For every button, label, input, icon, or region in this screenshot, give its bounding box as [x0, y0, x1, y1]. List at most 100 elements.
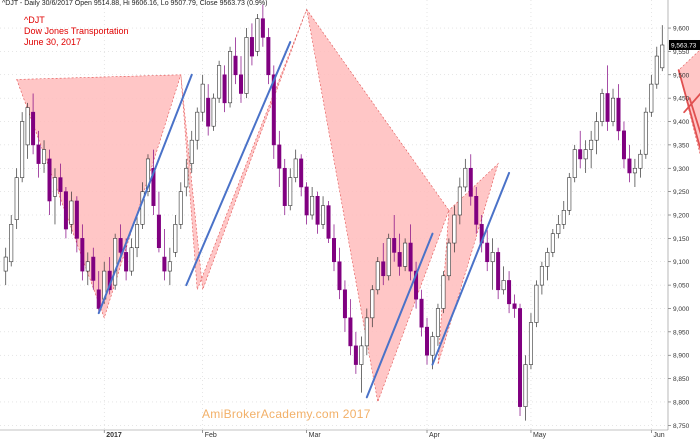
candle-body-58	[321, 205, 326, 225]
red-line-1	[677, 69, 700, 151]
y-tick-label-9400: 9,400	[673, 119, 690, 126]
candle-body-77	[425, 326, 430, 356]
y-tick-label-9250: 9,250	[673, 189, 690, 196]
candle-body-55	[304, 186, 309, 216]
candle-body-120	[660, 44, 665, 69]
candle-body-29	[162, 256, 167, 272]
candle-body-98	[539, 266, 544, 286]
candle-body-111	[611, 97, 616, 122]
x-tick-label-Apr: Apr	[429, 432, 441, 439]
y-tick-label-8750: 8,750	[673, 423, 690, 430]
candle-body-65	[359, 345, 364, 365]
candle-body-112	[616, 97, 621, 132]
candle-body-96	[528, 322, 533, 365]
candle-body-62	[342, 289, 347, 319]
candle-body-90	[496, 252, 501, 291]
candle-body-63	[348, 317, 353, 347]
candle-body-95	[523, 364, 528, 407]
candle-body-93	[512, 303, 517, 309]
candle-body-82	[452, 214, 457, 244]
candle-body-85	[468, 167, 473, 197]
last-price-tag	[669, 39, 700, 50]
candle-body-114	[627, 158, 632, 174]
candle-body-60	[332, 238, 336, 263]
candle-body-16	[91, 256, 96, 281]
candle-body-107	[589, 139, 594, 150]
candle-body-40	[222, 74, 227, 104]
watermark: AmiBrokerAcademy.com 2017	[202, 407, 371, 421]
x-axis: 2017 Feb Mar Apr May Jun	[0, 429, 668, 439]
index-name-title: Dow Jones Transportation	[24, 26, 129, 36]
y-tick-label-9150: 9,150	[673, 236, 690, 243]
candle-body-74	[408, 242, 413, 272]
candle-body-36	[200, 83, 205, 113]
y-tick-label-9600: 9,600	[673, 26, 690, 33]
candle-body-14	[80, 238, 85, 272]
y-axis: 8,750 8,800 8,850 8,900 8,950 9,000 9,050 9,100…	[667, 0, 700, 430]
date-title: June 30, 2017	[24, 37, 82, 47]
x-tick-label-Jun: Jun	[653, 432, 664, 439]
candle-body-56	[310, 196, 315, 216]
candle-body-89	[490, 252, 495, 263]
blue-trend-line-1	[97, 73, 193, 315]
y-tick-label-9450: 9,450	[673, 96, 690, 103]
candle-body-38	[211, 97, 216, 127]
candle-body-6	[36, 144, 41, 164]
y-tick-label-9550: 9,550	[673, 49, 690, 56]
candle-body-102	[561, 210, 566, 225]
candle-body-1	[9, 224, 14, 263]
candle-body-24	[135, 224, 140, 249]
candle-body-64	[353, 345, 358, 365]
candle-body-84	[463, 167, 468, 188]
candle-body-11	[63, 191, 68, 230]
blue-trend-line-4	[431, 171, 511, 366]
candle-body-75	[414, 270, 419, 300]
candle-body-113	[621, 130, 626, 160]
candle-body-118	[649, 83, 654, 113]
candle-body-79	[435, 308, 440, 337]
candle-body-99	[545, 252, 550, 267]
y-tick-label-9000: 9,000	[673, 306, 690, 313]
candle-body-41	[228, 51, 233, 104]
candle-body-28	[156, 214, 161, 249]
red-line-3	[683, 92, 700, 114]
candle-body-30	[167, 261, 172, 272]
candle-body-22	[124, 252, 129, 272]
candle-body-12	[69, 200, 74, 225]
candle-body-31	[173, 224, 178, 253]
red-line-2	[688, 97, 700, 135]
candle-body-91	[501, 280, 506, 291]
candle-body-97	[534, 284, 539, 323]
y-tick-label-9350: 9,350	[673, 142, 690, 149]
candle-body-48	[266, 37, 271, 76]
candle-body-73	[403, 242, 408, 267]
candle-body-66	[364, 317, 369, 347]
candle-body-51	[282, 167, 287, 206]
candle-body-106	[583, 149, 588, 160]
harmonic-patterns	[16, 9, 700, 404]
candle-body-49	[271, 74, 276, 146]
candle-body-42	[233, 55, 238, 76]
candle-body-69	[381, 261, 386, 277]
candle-body-9	[52, 177, 57, 197]
y-tick-label-9500: 9,500	[673, 72, 690, 79]
candle-body-50	[277, 144, 282, 169]
y-tick-label-8800: 8,800	[673, 399, 690, 406]
candle-body-88	[485, 242, 490, 263]
candle-body-110	[605, 93, 610, 122]
candle-body-39	[217, 65, 222, 99]
candle-body-20	[113, 238, 118, 286]
price-candles	[3, 4, 665, 421]
candle-body-52	[288, 177, 293, 206]
candle-body-100	[550, 233, 555, 253]
candle-body-72	[397, 252, 402, 267]
candle-body-83	[457, 186, 462, 216]
candle-body-21	[118, 238, 123, 253]
candle-body-78	[430, 336, 435, 356]
candle-body-68	[375, 261, 380, 291]
chart-info-line: ^DJT - Daily 30/6/2017 Open 9514.88, Hi …	[2, 0, 268, 7]
candle-body-35	[195, 111, 200, 141]
blue-trend-line-2	[185, 41, 292, 287]
candle-body-80	[441, 275, 446, 309]
